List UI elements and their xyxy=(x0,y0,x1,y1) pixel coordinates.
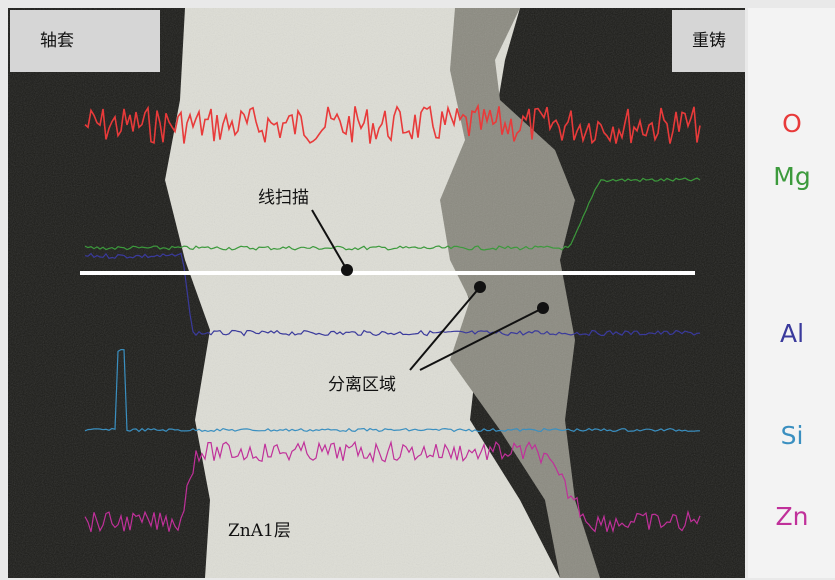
region-label: 轴套 xyxy=(40,31,74,51)
label-box-left xyxy=(10,10,160,72)
micrograph-figure: 轴套 重铸 线扫描 分离区域 ZnA1层 O Mg Al Si Zn xyxy=(0,0,835,580)
marker xyxy=(537,302,549,314)
element-label: Al xyxy=(780,319,804,348)
annotation: ZnA1层 xyxy=(228,521,291,541)
element-label: Zn xyxy=(776,502,809,531)
annotation: 分离区域 xyxy=(328,375,396,395)
texture xyxy=(8,8,745,578)
legend-panel xyxy=(748,8,835,578)
element-label: O xyxy=(782,109,802,138)
marker xyxy=(474,281,486,293)
element-label: Si xyxy=(781,421,804,450)
element-label: Mg xyxy=(773,162,810,191)
annotation: 线扫描 xyxy=(258,188,309,208)
marker xyxy=(341,264,353,276)
region-label: 重铸 xyxy=(692,31,726,51)
